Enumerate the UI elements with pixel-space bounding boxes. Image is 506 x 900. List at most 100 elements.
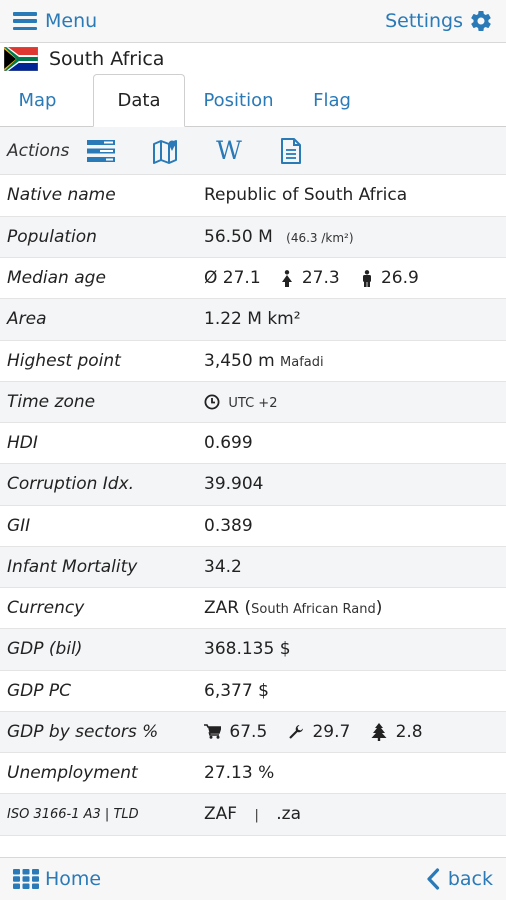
country-name: South Africa xyxy=(49,48,165,70)
map-icon xyxy=(153,139,177,164)
population-value: 56.50 M (46.3 /km²) xyxy=(197,216,506,259)
currency-value: ZAR (South African Rand) xyxy=(197,587,506,630)
actions-label: Actions xyxy=(7,140,70,161)
row-label: Highest point xyxy=(0,340,197,382)
population-number: 56.50 M xyxy=(204,226,273,247)
row-label: Unemployment xyxy=(0,752,197,795)
gdp-industry: 29.7 xyxy=(312,721,351,742)
median-age-male: 26.9 xyxy=(380,268,419,289)
document-icon xyxy=(281,137,301,164)
median-age-value: Ø 27.1 27.3 26.9 xyxy=(197,257,506,300)
table-row: Native name Republic of South Africa xyxy=(0,175,506,217)
area-value: 1.22 M km² xyxy=(197,298,506,341)
row-label: GDP PC xyxy=(0,670,197,712)
female-icon xyxy=(282,269,293,287)
highest-point-elevation: 3,450 m xyxy=(204,350,275,371)
corruption-value: 39.904 xyxy=(197,463,506,506)
currency-close: ) xyxy=(375,598,383,619)
tab-bar: Map Data Position Flag xyxy=(0,74,506,127)
infant-mortality-value: 34.2 xyxy=(197,546,506,589)
gdp-services: 67.5 xyxy=(229,721,268,742)
back-label: back xyxy=(447,868,493,890)
tld-value: .za xyxy=(276,804,302,825)
gdp-bil-value: 368.135 $ xyxy=(197,628,506,671)
row-label: GDP (bil) xyxy=(0,628,197,671)
country-header: South Africa xyxy=(0,43,506,75)
unemployment-value: 27.13 % xyxy=(197,752,506,795)
highest-point-name: Mafadi xyxy=(280,354,324,370)
back-button[interactable]: back xyxy=(426,868,493,890)
tab-flag[interactable]: Flag xyxy=(313,89,351,111)
table-row: Corruption Idx. 39.904 xyxy=(0,463,506,506)
list-bars-icon xyxy=(87,139,115,162)
table-row: Unemployment 27.13 % xyxy=(0,752,506,795)
wikipedia-button[interactable]: W xyxy=(215,136,243,165)
document-button[interactable] xyxy=(277,137,305,165)
row-label: Native name xyxy=(0,175,197,217)
male-icon xyxy=(362,269,371,287)
table-row: GDP (bil) 368.135 $ xyxy=(0,628,506,671)
currency-name: South African Rand xyxy=(251,602,376,618)
wikipedia-icon: W xyxy=(216,136,242,165)
table-row: Currency ZAR (South African Rand) xyxy=(0,587,506,630)
bottom-bar: Home back xyxy=(0,857,506,900)
hamburger-icon xyxy=(13,12,37,30)
row-label: Currency xyxy=(0,587,197,630)
highest-point-value: 3,450 m Mafadi xyxy=(197,340,506,382)
table-row: Time zone UTC +2 xyxy=(0,381,506,424)
row-label: Infant Mortality xyxy=(0,546,197,589)
wrench-icon xyxy=(289,724,304,739)
gii-value: 0.389 xyxy=(197,505,506,547)
chevron-left-icon xyxy=(427,868,439,890)
row-label: ISO 3166-1 A3 | TLD xyxy=(0,793,197,836)
tab-map[interactable]: Map xyxy=(18,89,57,111)
table-row: Highest point 3,450 m Mafadi xyxy=(0,340,506,382)
top-bar: Menu Settings xyxy=(0,0,506,43)
hdi-value: 0.699 xyxy=(197,422,506,465)
row-label: Population xyxy=(0,216,197,259)
settings-label: Settings xyxy=(385,10,463,32)
tree-icon xyxy=(371,722,387,741)
tab-data[interactable]: Data xyxy=(93,74,185,127)
row-label: Corruption Idx. xyxy=(0,463,197,506)
row-label: HDI xyxy=(0,422,197,465)
gdp-sectors-value: 67.5 29.7 2.8 xyxy=(197,711,506,754)
table-row: HDI 0.699 xyxy=(0,422,506,465)
iso-separator: | xyxy=(254,808,259,824)
settings-button[interactable]: Settings xyxy=(385,9,493,33)
time-zone-text: UTC +2 xyxy=(228,395,278,411)
iso-code: ZAF xyxy=(204,804,238,825)
table-row: Median age Ø 27.1 27.3 26.9 xyxy=(0,257,506,300)
menu-button[interactable]: Menu xyxy=(13,10,97,32)
table-row: GII 0.389 xyxy=(0,505,506,547)
tab-position[interactable]: Position xyxy=(203,89,274,111)
row-label: GDP by sectors % xyxy=(0,711,197,754)
row-label: Area xyxy=(0,298,197,341)
row-label: Time zone xyxy=(0,381,197,424)
map-button[interactable] xyxy=(151,137,179,165)
median-age-female: 27.3 xyxy=(301,268,340,289)
actions-row: Actions W xyxy=(0,127,506,175)
home-label: Home xyxy=(45,868,102,890)
row-label: Median age xyxy=(0,257,197,300)
list-view-button[interactable] xyxy=(87,137,115,165)
table-row: Infant Mortality 34.2 xyxy=(0,546,506,589)
south-africa-flag-icon xyxy=(4,47,38,71)
median-age-average: Ø 27.1 xyxy=(204,268,261,289)
menu-label: Menu xyxy=(45,10,98,32)
table-row: GDP PC 6,377 $ xyxy=(0,670,506,712)
row-label: GII xyxy=(0,505,197,547)
iso-value: ZAF | .za xyxy=(197,793,506,836)
country-data-table: Native name Republic of South Africa Pop… xyxy=(0,175,506,836)
currency-code: ZAR ( xyxy=(204,598,252,619)
native-name-value: Republic of South Africa xyxy=(197,175,506,217)
table-row: Area 1.22 M km² xyxy=(0,298,506,341)
population-density: (46.3 /km²) xyxy=(286,230,354,245)
table-row: GDP by sectors % 67.5 29.7 xyxy=(0,711,506,754)
gdp-agriculture: 2.8 xyxy=(395,721,423,742)
clock-icon xyxy=(204,394,220,410)
home-button[interactable]: Home xyxy=(13,868,101,890)
time-zone-value: UTC +2 xyxy=(197,381,506,424)
gear-icon xyxy=(471,11,491,32)
gdp-pc-value: 6,377 $ xyxy=(197,670,506,712)
